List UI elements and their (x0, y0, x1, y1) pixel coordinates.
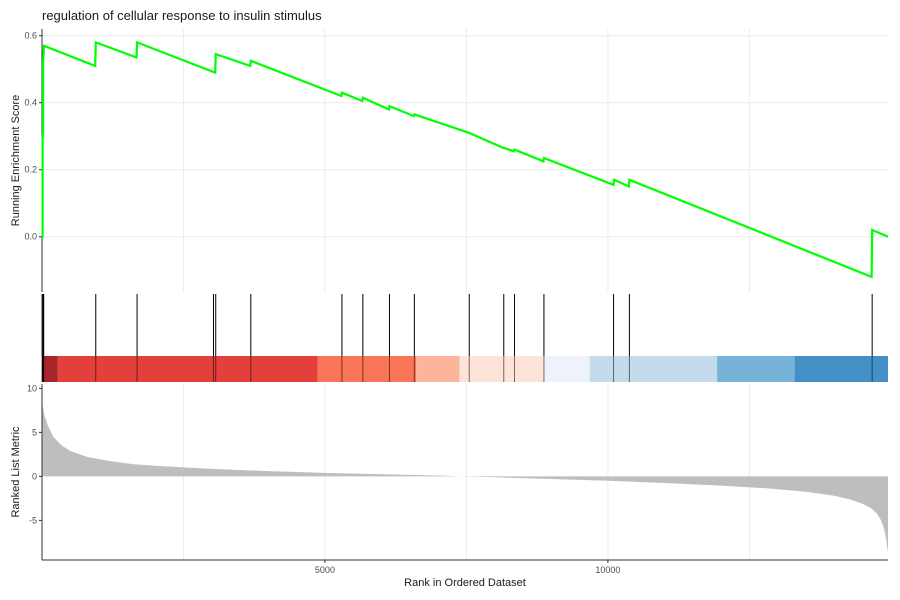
y-tick-label-metric: 0 (32, 471, 37, 481)
y-axis-label-score: Running Enrichment Score (10, 95, 22, 226)
color-bar-segment (589, 356, 718, 382)
y-tick-label-metric: 10 (27, 383, 37, 393)
color-bar-segment (42, 356, 58, 382)
color-bar-segment (717, 356, 795, 382)
ranked-metric-area (42, 402, 888, 553)
y-tick-label-metric: 5 (32, 427, 37, 437)
y-tick-label-score: 0.0 (24, 232, 37, 242)
y-tick-label-score: 0.6 (24, 31, 37, 41)
x-tick-label: 5000 (315, 565, 335, 575)
chart-title: regulation of cellular response to insul… (42, 8, 322, 23)
y-tick-label-score: 0.2 (24, 165, 37, 175)
y-tick-label-score: 0.4 (24, 98, 37, 108)
color-bar-segment (317, 356, 417, 382)
x-axis-label: Rank in Ordered Dataset (404, 577, 526, 589)
y-axis-label-metric: Ranked List Metric (10, 426, 22, 518)
x-tick-label: 10000 (595, 565, 620, 575)
color-bar-segment (459, 356, 544, 382)
color-bar-segment (57, 356, 318, 382)
color-bar-segment (543, 356, 590, 382)
color-bar-segment (794, 356, 888, 382)
color-bar-segment (416, 356, 460, 382)
running-score-line (41, 40, 889, 279)
y-tick-label-metric: -5 (29, 515, 37, 525)
